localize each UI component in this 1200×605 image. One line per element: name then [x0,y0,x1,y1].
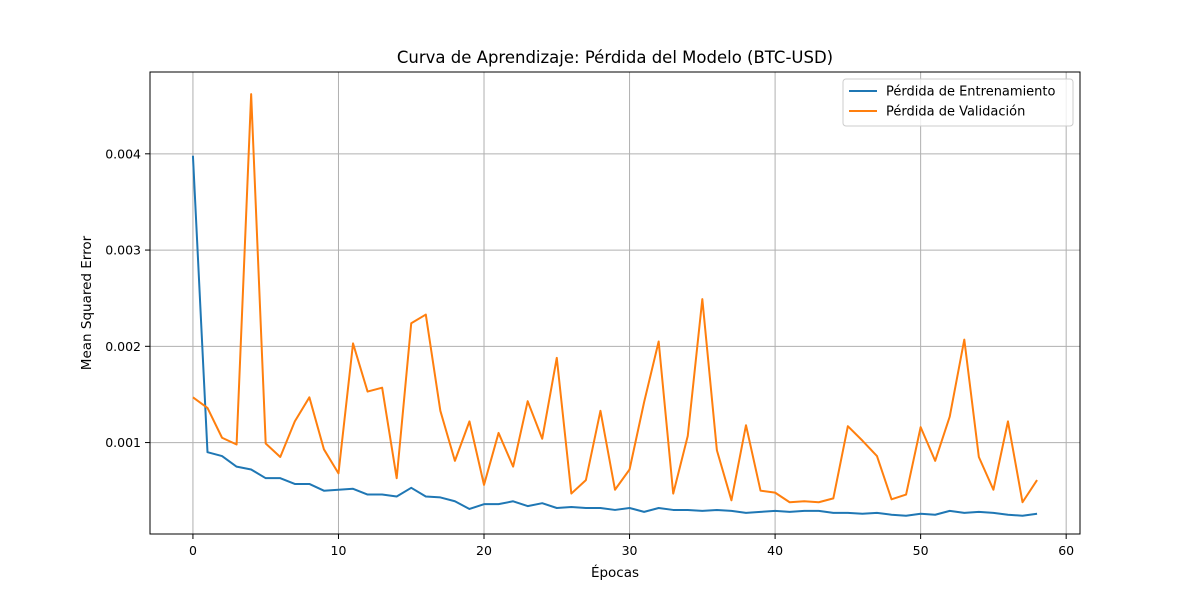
series-lines [191,93,1038,517]
x-tick-label: 40 [767,543,783,558]
grid-lines [150,72,1080,534]
x-tick-label: 20 [476,543,492,558]
y-tick-label: 0.001 [105,435,141,450]
plot-frame [149,71,1081,535]
y-tick-label: 0.003 [105,243,141,258]
x-tick-label: 60 [1058,543,1074,558]
x-axis-label: Épocas [591,564,639,581]
y-tick-label: 0.004 [105,146,141,161]
series-line-training [191,155,1038,517]
legend-label: Pérdida de Validación [886,105,1025,120]
x-tick-label: 10 [331,543,347,558]
legend: Pérdida de Entrenamiento Pérdida de Valid… [842,78,1074,127]
x-tick-label: 50 [913,543,929,558]
y-tick-label: 0.002 [105,339,141,354]
y-axis-label: Mean Squared Error [79,235,95,370]
x-tick-label: 0 [189,543,197,558]
x-tick-label: 30 [622,543,638,558]
axis-ticks: 0 10 20 30 40 50 60 0.001 0.002 0.003 0.004 [105,146,1074,558]
chart-title: Curva de Aprendizaje: Pérdida del Modelo… [397,48,833,67]
legend-label: Pérdida de Entrenamiento [886,85,1056,100]
legend-box [842,78,1074,127]
series-line-validation [192,93,1038,504]
